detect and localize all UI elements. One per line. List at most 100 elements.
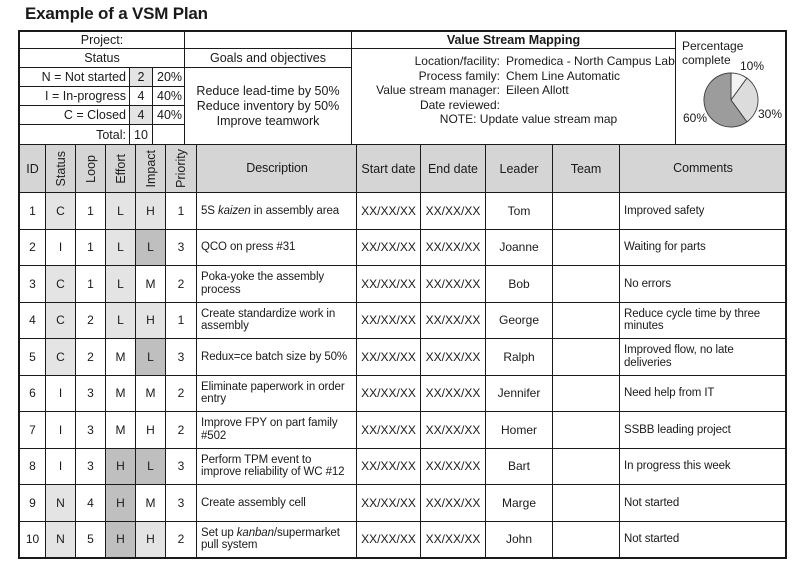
cell-leader: Marge — [486, 485, 553, 521]
cell-loop: 1 — [76, 229, 106, 265]
cell-effort: L — [106, 302, 136, 338]
cell-id: 7 — [20, 412, 46, 448]
pie-slice-label: 60% — [683, 111, 708, 125]
cell-status: I — [46, 229, 76, 265]
total-percent-empty — [153, 125, 184, 144]
cell-effort: H — [106, 448, 136, 484]
legend-percent: 20% — [157, 70, 183, 84]
field-label: Process family: — [418, 68, 500, 83]
cell-leader: Ralph — [486, 339, 553, 375]
field-label: Date reviewed: — [419, 97, 500, 112]
goal-item: Reduce lead-time by 50% — [196, 83, 340, 98]
cell-effort: L — [106, 229, 136, 265]
col-header-loop: Loop — [76, 145, 106, 192]
table-row: 1 C 1 L H 1 5S kaizen in assembly area XX/XX/XX… — [20, 193, 785, 230]
cell-end-date: XX/XX/XX — [421, 302, 486, 338]
cell-start-date: XX/XX/XX — [357, 485, 421, 521]
description-text: Create assembly cell — [201, 496, 306, 509]
description-text: Redux=ce batch size by 50% — [201, 350, 348, 363]
table-row: 5 C 2 M L 3 Redux=ce batch size by 50% XX/XX/XX… — [20, 339, 785, 376]
table-header-row: ID Status Loop Effort Impact Priority De… — [20, 145, 785, 193]
total-label: Total: — [96, 127, 126, 142]
description-text: 5S kaizen in assembly area — [201, 204, 340, 217]
cell-id: 10 — [20, 521, 46, 557]
cell-end-date: XX/XX/XX — [421, 521, 486, 557]
percentage-complete-panel: Percentage complete 10% 30% 60% — [676, 32, 785, 144]
cell-loop: 2 — [76, 302, 106, 338]
vertical-header-text: Status — [53, 150, 68, 187]
cell-start-date: XX/XX/XX — [357, 229, 421, 265]
cell-impact: L — [136, 339, 166, 375]
cell-start-date: XX/XX/XX — [357, 521, 421, 557]
cell-loop: 2 — [76, 339, 106, 375]
cell-team — [553, 521, 620, 557]
cell-description: Redux=ce batch size by 50% — [197, 339, 357, 375]
status-legend-row-not-started: N = Not started 2 20% — [20, 68, 184, 87]
vsm-field-date-reviewed: Date reviewed: — [352, 98, 675, 113]
pie-slice-label: 30% — [758, 107, 783, 121]
cell-end-date: XX/XX/XX — [421, 229, 486, 265]
cell-end-date: XX/XX/XX — [421, 485, 486, 521]
cell-comments: Not started — [624, 533, 680, 545]
pie-slice — [703, 72, 748, 128]
project-label: Project: — [20, 32, 184, 49]
cell-start-date: XX/XX/XX — [357, 339, 421, 375]
col-header-impact: Impact — [136, 145, 166, 192]
table-row: 3 C 1 L M 2 Poka-yoke the assembly process XX/X… — [20, 266, 785, 303]
field-value: Chem Line Automatic — [506, 68, 621, 83]
vsm-plan-table: Project: Status N = Not started 2 20% I … — [18, 30, 787, 559]
description-text: Eliminate paperwork in order entry — [201, 380, 345, 406]
cell-status: I — [46, 375, 76, 411]
cell-comments: SSBB leading project — [624, 423, 731, 436]
field-label: Location/facility: — [414, 54, 500, 68]
description-text: Create standardize work in assembly — [201, 307, 336, 333]
cell-status: I — [46, 412, 76, 448]
goals-list: Reduce lead-time by 50% Reduce inventory… — [185, 68, 351, 144]
col-header-team: Team — [553, 145, 620, 192]
goal-item: Improve teamwork — [216, 113, 320, 128]
cell-priority: 2 — [166, 521, 197, 557]
description-text: QCO on press #31 — [201, 241, 296, 253]
col-header-effort: Effort — [106, 145, 136, 192]
cell-team — [553, 339, 620, 375]
vertical-header-text: Effort — [113, 153, 128, 184]
cell-id: 5 — [20, 339, 46, 375]
cell-impact: M — [136, 266, 166, 302]
cell-team — [553, 302, 620, 338]
cell-status: I — [46, 448, 76, 484]
legend-count: 4 — [129, 87, 153, 105]
cell-leader: Jennifer — [486, 375, 553, 411]
cell-impact: H — [136, 193, 166, 229]
cell-priority: 3 — [166, 229, 197, 265]
status-legend-row-in-progress: I = In-progress 4 40% — [20, 87, 184, 106]
col-header-id: ID — [20, 145, 46, 192]
cell-leader: Homer — [486, 412, 553, 448]
cell-comments: Need help from IT — [624, 387, 715, 399]
cell-id: 1 — [20, 193, 46, 229]
cell-impact: M — [136, 375, 166, 411]
cell-team — [553, 193, 620, 229]
cell-leader: Tom — [486, 193, 553, 229]
table-row: 6 I 3 M M 2 Eliminate paperwork in order entry… — [20, 375, 785, 412]
col-header-status: Status — [46, 145, 76, 192]
cell-start-date: XX/XX/XX — [357, 266, 421, 302]
description-text: Improve FPY on part family #502 — [201, 417, 338, 442]
cell-impact: H — [136, 412, 166, 448]
cell-id: 6 — [20, 375, 46, 411]
total-value: 10 — [129, 125, 153, 144]
status-total-row: Total: 10 — [20, 125, 184, 144]
description-text: Set up kanban/supermarket pull system — [201, 526, 340, 552]
cell-comments: No errors — [624, 277, 672, 290]
cell-leader: Joanne — [486, 229, 553, 265]
vsm-field-location: Location/facility: Promedica - North Cam… — [352, 54, 675, 69]
vertical-header-text: Impact — [143, 149, 158, 188]
cell-description: Perform TPM event to improve reliability… — [197, 448, 357, 484]
page-title: Example of a VSM Plan — [25, 4, 208, 23]
vsm-fields: Location/facility: Promedica - North Cam… — [352, 49, 675, 144]
pie-chart — [703, 72, 759, 128]
cell-id: 4 — [20, 302, 46, 338]
table-body: 1 C 1 L H 1 5S kaizen in assembly area XX/XX/XX… — [20, 193, 785, 557]
table-row: 7 I 3 M H 2 Improve FPY on part family #502 XX/… — [20, 412, 785, 449]
cell-id: 3 — [20, 266, 46, 302]
col-header-description: Description — [197, 145, 357, 192]
